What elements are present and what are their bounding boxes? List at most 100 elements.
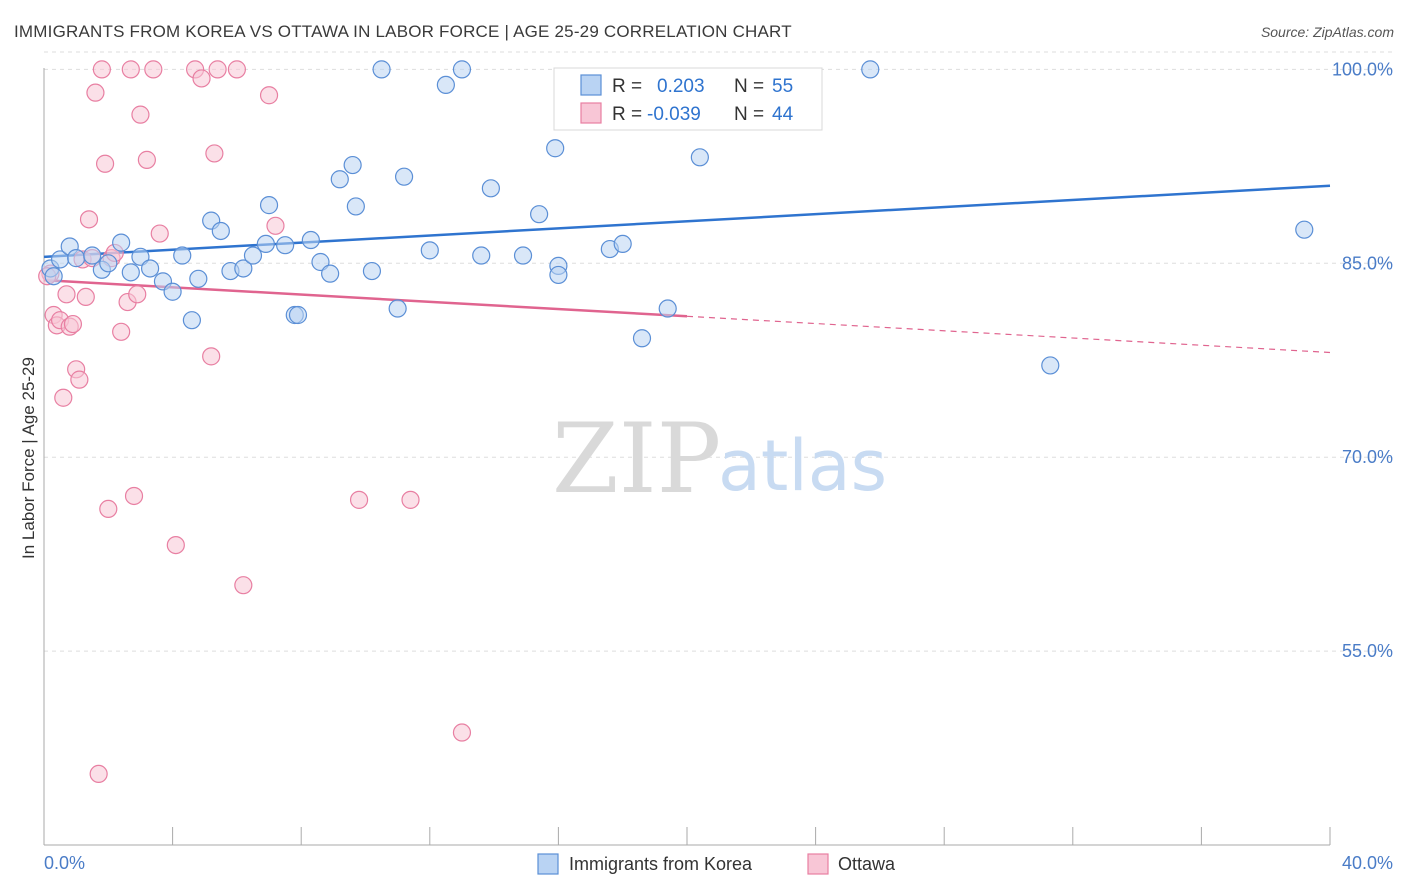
point-korea-9 — [121, 263, 140, 282]
point-ottawa-14 — [86, 83, 105, 102]
point-korea-23 — [259, 196, 279, 215]
point-korea-41 — [481, 179, 500, 198]
point-ottawa-29 — [150, 224, 169, 243]
point-ottawa-27 — [137, 150, 156, 169]
legend-swatch-korea — [537, 853, 559, 875]
chart-title: IMMIGRANTS FROM KOREA VS OTTAWA IN LABOR… — [14, 22, 792, 41]
stats-legend-n-label-ottawa: N = — [734, 104, 764, 125]
point-ottawa-15 — [89, 764, 108, 784]
point-ottawa-4 — [54, 388, 73, 407]
point-korea-7 — [99, 254, 118, 273]
point-ottawa-28 — [144, 60, 163, 79]
point-korea-33 — [362, 261, 382, 281]
point-ottawa-38 — [259, 86, 279, 105]
point-korea-52 — [861, 60, 880, 79]
point-korea-31 — [343, 155, 362, 175]
point-ottawa-7 — [63, 314, 83, 334]
y-tick-label-1: 70.0% — [1342, 447, 1393, 467]
point-korea-43 — [530, 205, 549, 224]
point-korea-22 — [256, 234, 275, 254]
point-korea-32 — [346, 197, 365, 216]
y-tick-label-0: 55.0% — [1342, 641, 1393, 661]
y-tick-label-2: 85.0% — [1342, 253, 1393, 273]
legend-label-korea: Immigrants from Korea — [569, 854, 753, 874]
point-korea-38 — [436, 75, 455, 95]
point-ottawa-42 — [452, 723, 472, 742]
stats-legend-r-value-ottawa: -0.039 — [647, 104, 701, 125]
watermark-zip: ZIP — [552, 403, 721, 515]
point-ottawa-37 — [234, 576, 253, 595]
point-ottawa-35 — [208, 60, 227, 79]
point-ottawa-24 — [124, 486, 144, 506]
point-korea-39 — [452, 60, 472, 79]
source-credit: Source: ZipAtlas.com — [1260, 24, 1394, 40]
point-ottawa-40 — [349, 490, 369, 509]
x-tick-label-max: 40.0% — [1342, 853, 1393, 873]
trend-line-ottawa-extension — [686, 315, 1331, 354]
point-ottawa-16 — [92, 60, 111, 79]
point-korea-53 — [1041, 356, 1060, 375]
x-tick-label-min: 0.0% — [44, 853, 85, 873]
stats-legend-n-value-korea: 55 — [772, 76, 793, 97]
point-korea-16 — [189, 269, 208, 288]
point-ottawa-12 — [79, 210, 99, 229]
point-korea-10 — [131, 247, 150, 266]
point-korea-15 — [182, 311, 201, 330]
point-ottawa-18 — [99, 499, 118, 519]
point-korea-8 — [112, 233, 131, 252]
point-ottawa-33 — [202, 347, 221, 366]
trend-line-korea — [43, 184, 1331, 259]
point-ottawa-41 — [401, 490, 420, 509]
point-korea-13 — [163, 282, 182, 301]
stats-legend-r-label-ottawa: R = — [612, 104, 642, 125]
point-korea-51 — [690, 148, 709, 167]
stats-legend-r-label-korea: R = — [612, 76, 642, 97]
point-ottawa-25 — [128, 285, 147, 304]
point-ottawa-5 — [57, 285, 76, 304]
point-korea-18 — [211, 221, 230, 241]
stats-legend-swatch-ottawa — [580, 102, 602, 124]
point-korea-40 — [472, 246, 491, 265]
point-korea-37 — [420, 241, 439, 260]
legend-label-ottawa: Ottawa — [838, 854, 896, 874]
point-korea-48 — [613, 234, 632, 254]
point-korea-54 — [1295, 220, 1314, 239]
point-korea-44 — [546, 139, 565, 158]
stats-legend-swatch-korea — [580, 74, 602, 96]
point-korea-46 — [549, 265, 568, 285]
point-ottawa-17 — [95, 154, 115, 173]
point-ottawa-34 — [205, 144, 224, 163]
stats-legend-n-label-korea: N = — [734, 76, 764, 97]
point-ottawa-30 — [166, 535, 185, 555]
point-korea-24 — [276, 236, 295, 255]
stats-legend-n-value-ottawa: 44 — [772, 104, 794, 125]
point-korea-21 — [243, 246, 263, 265]
point-korea-27 — [301, 230, 320, 250]
point-korea-42 — [513, 246, 533, 265]
point-ottawa-39 — [266, 216, 285, 235]
watermark-atlas: atlas — [718, 425, 887, 507]
point-ottawa-36 — [227, 60, 246, 79]
point-korea-28 — [311, 252, 330, 272]
point-ottawa-11 — [76, 287, 95, 307]
stats-legend: R = 0.203 N = 55 R = -0.039 N = 44 — [553, 67, 823, 131]
grid-lines — [44, 51, 1393, 652]
scatter-points — [38, 60, 1314, 784]
point-ottawa-23 — [121, 60, 140, 79]
point-ottawa-26 — [131, 105, 150, 124]
point-korea-20 — [234, 259, 253, 278]
point-korea-34 — [372, 60, 391, 79]
stats-legend-r-value-korea: 0.203 — [657, 76, 705, 97]
point-ottawa-32 — [192, 69, 211, 88]
point-korea-36 — [394, 167, 414, 186]
legend-swatch-ottawa — [807, 853, 829, 875]
point-korea-30 — [330, 170, 349, 189]
y-tick-labels: 55.0% 70.0% 85.0% 100.0% — [1332, 59, 1393, 661]
point-ottawa-9 — [70, 370, 89, 389]
point-korea-11 — [140, 259, 160, 278]
point-korea-49 — [632, 329, 652, 348]
point-korea-26 — [288, 305, 308, 325]
point-korea-14 — [173, 246, 192, 265]
y-axis-title: In Labor Force | Age 25-29 — [19, 357, 38, 559]
